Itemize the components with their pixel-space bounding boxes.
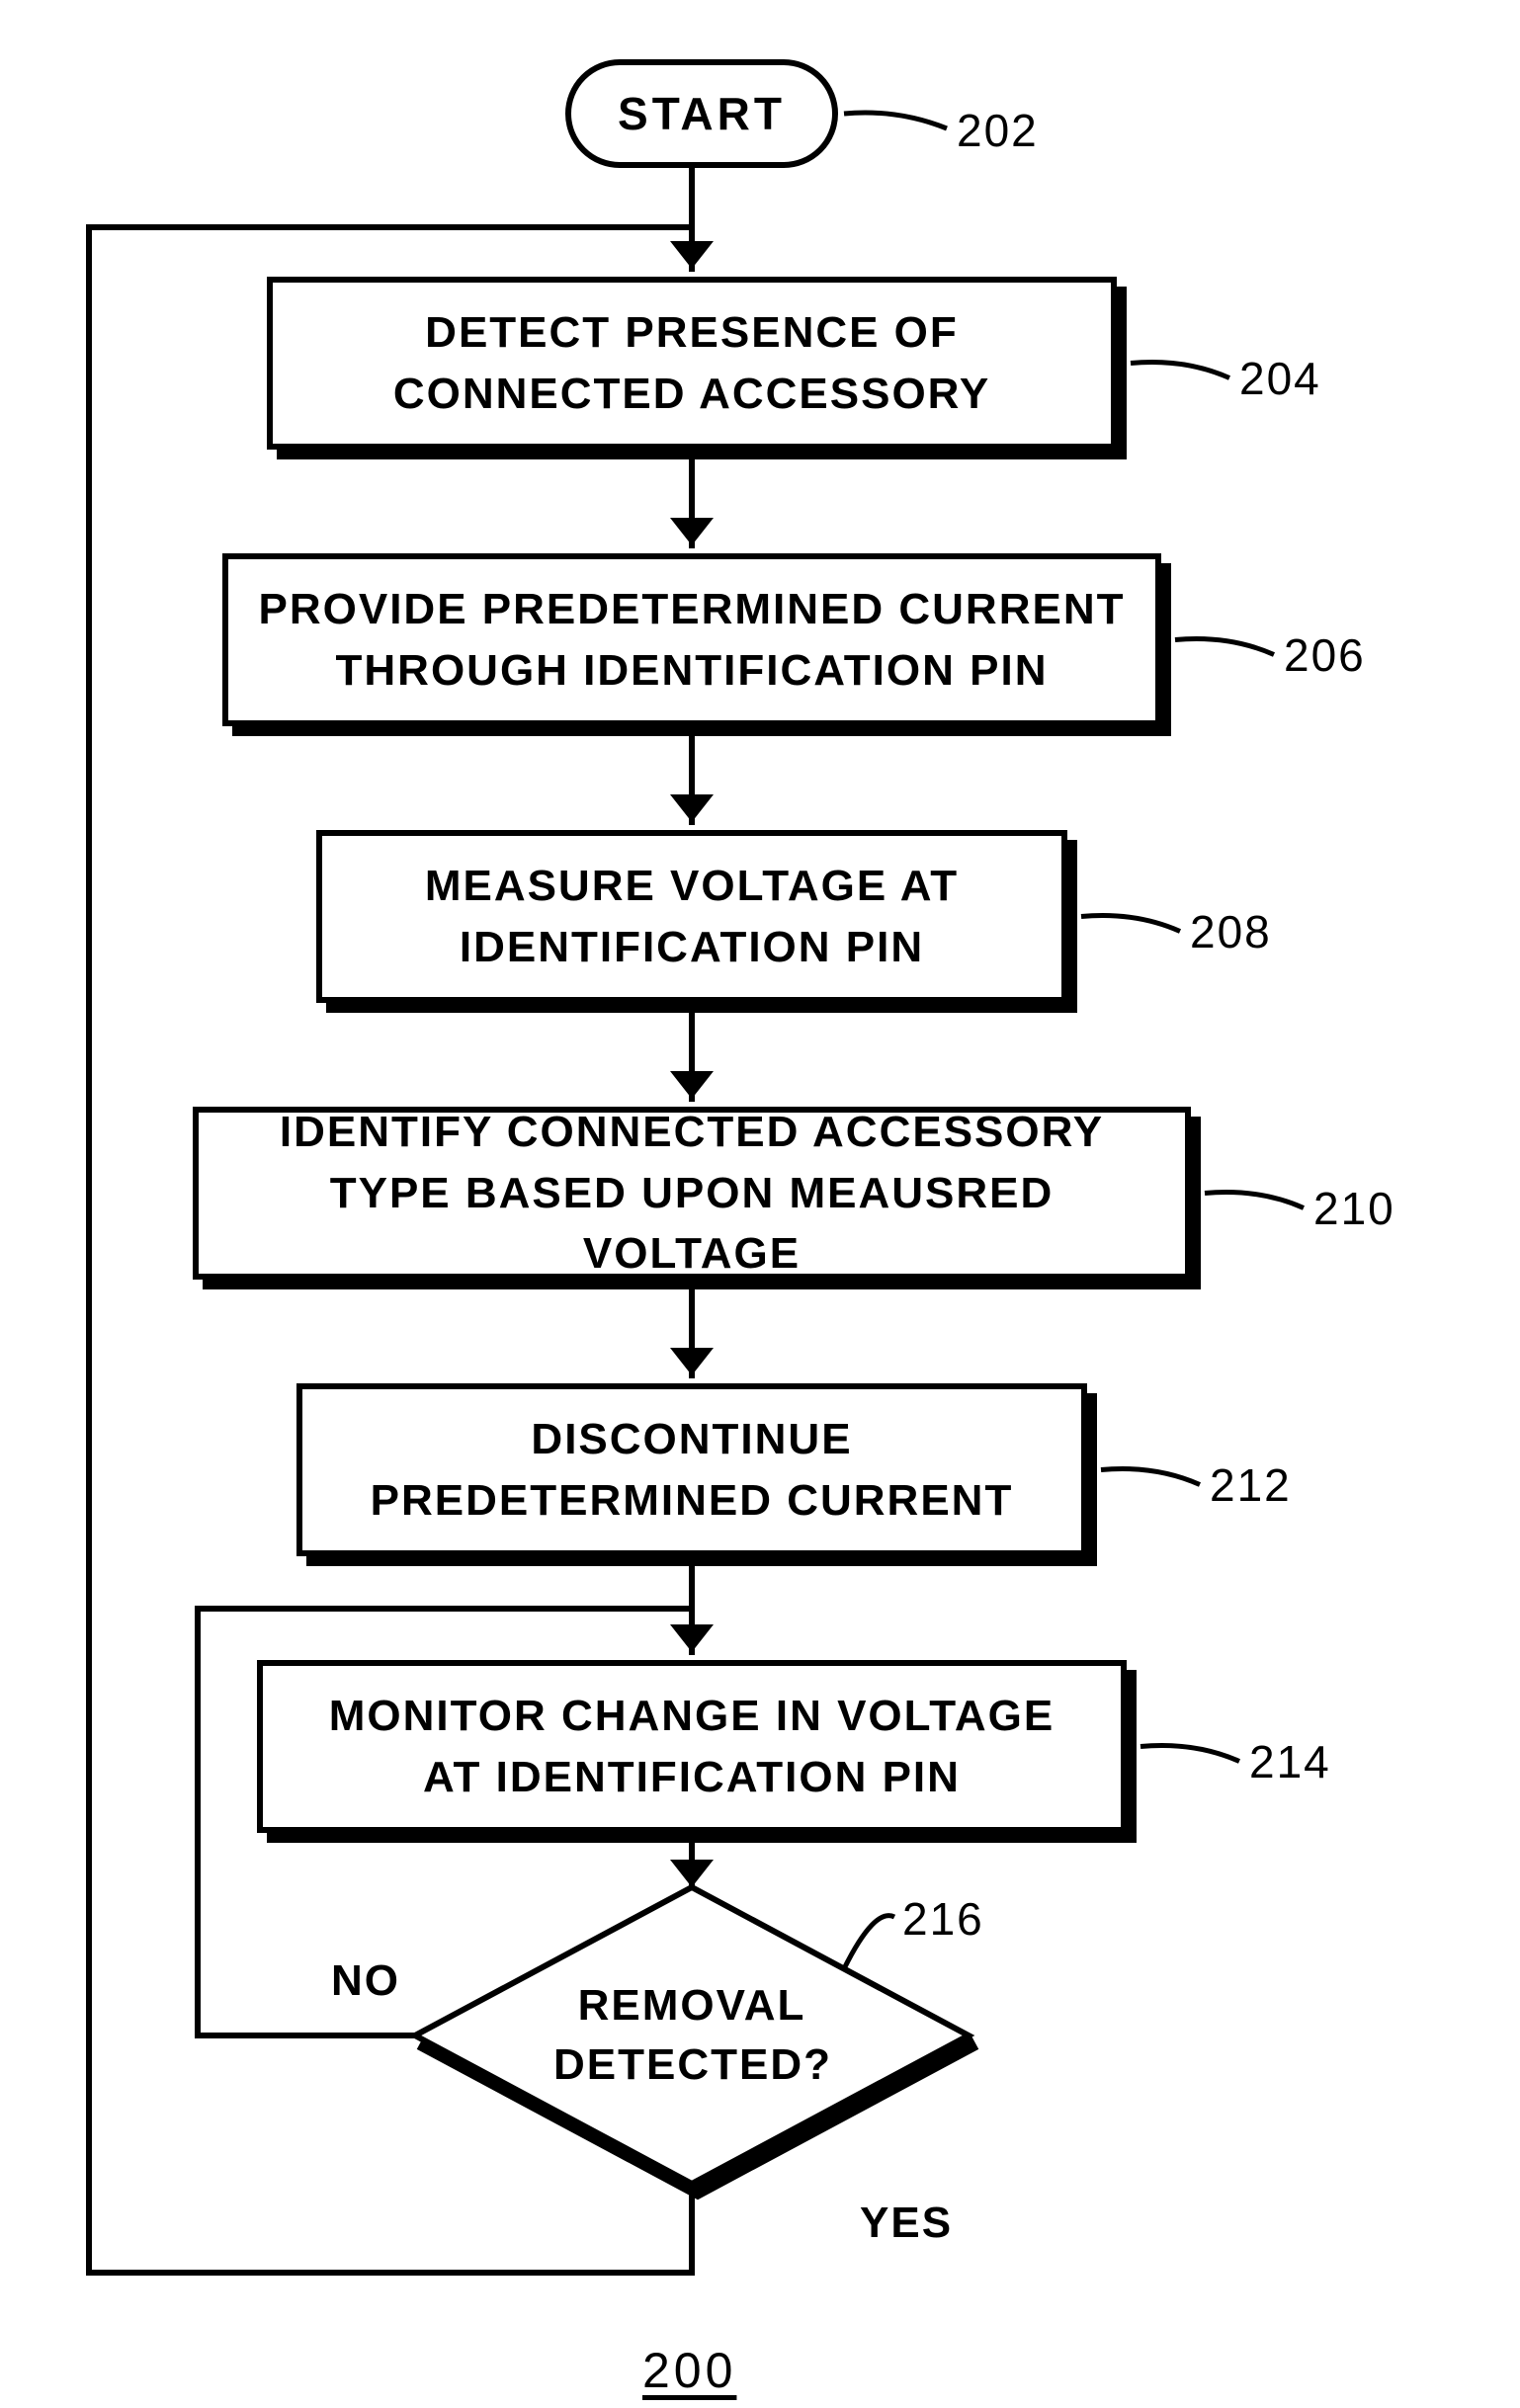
process-discontinue: DISCONTINUE PREDETERMINED CURRENT (296, 1383, 1087, 1556)
ref-214: 214 (1249, 1735, 1331, 1788)
ref-212: 212 (1210, 1458, 1292, 1512)
process-discontinue-text: DISCONTINUE PREDETERMINED CURRENT (371, 1409, 1014, 1531)
process-identify-text: IDENTIFY CONNECTED ACCESSORY TYPE BASED … (218, 1102, 1165, 1285)
ref-208: 208 (1190, 905, 1272, 958)
decision-no-label: NO (331, 1956, 400, 2006)
process-provide: PROVIDE PREDETERMINED CURRENT THROUGH ID… (222, 553, 1161, 726)
decision-yes-label: YES (860, 2199, 953, 2248)
figure-number: 200 (642, 2342, 736, 2399)
process-provide-text: PROVIDE PREDETERMINED CURRENT THROUGH ID… (259, 579, 1126, 701)
process-monitor: MONITOR CHANGE IN VOLTAGE AT IDENTIFICAT… (257, 1660, 1127, 1833)
decision-text-2: DETECTED? (553, 2040, 830, 2090)
process-identify: IDENTIFY CONNECTED ACCESSORY TYPE BASED … (193, 1107, 1191, 1280)
start-terminator: START (565, 59, 838, 168)
process-detect: DETECT PRESENCE OF CONNECTED ACCESSORY (267, 277, 1117, 450)
process-monitor-text: MONITOR CHANGE IN VOLTAGE AT IDENTIFICAT… (329, 1686, 1055, 1807)
ref-210: 210 (1313, 1182, 1395, 1235)
start-label: START (618, 87, 786, 140)
ref-216: 216 (902, 1892, 984, 1946)
process-measure-text: MEASURE VOLTAGE AT IDENTIFICATION PIN (425, 856, 959, 977)
decision-text-1: REMOVAL (563, 1981, 820, 2031)
process-detect-text: DETECT PRESENCE OF CONNECTED ACCESSORY (393, 302, 990, 424)
process-measure: MEASURE VOLTAGE AT IDENTIFICATION PIN (316, 830, 1067, 1003)
ref-206: 206 (1284, 628, 1366, 682)
ref-204: 204 (1239, 352, 1321, 405)
ref-202: 202 (957, 104, 1039, 157)
